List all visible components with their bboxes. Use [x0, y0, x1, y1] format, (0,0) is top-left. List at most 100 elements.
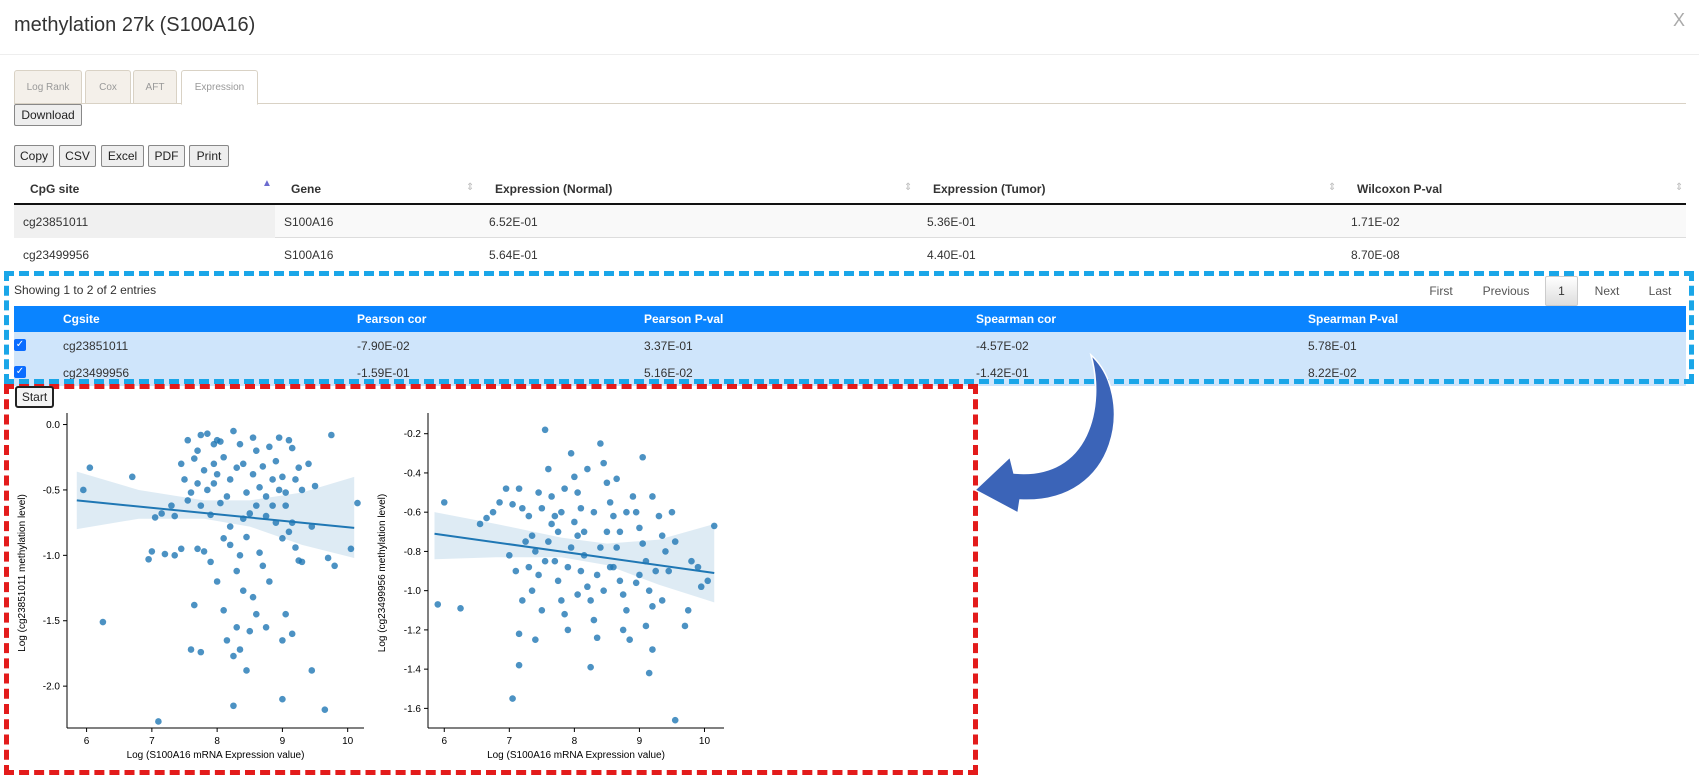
- pdf-button[interactable]: PDF: [148, 145, 185, 167]
- y-tick-label: -0.6: [404, 508, 422, 519]
- sort-asc-icon[interactable]: ▲: [262, 178, 272, 189]
- col-wilcoxon-pval[interactable]: Wilcoxon P-val: [1357, 181, 1443, 196]
- data-point: [515, 485, 523, 492]
- cell-spearman-cor: -4.57E-02: [976, 338, 1029, 353]
- cell-wilcoxon-pval: 1.71E-02: [1351, 214, 1400, 229]
- data-point: [528, 532, 536, 540]
- pagination-previous[interactable]: Previous: [1482, 284, 1530, 298]
- tab-expression[interactable]: Expression: [181, 70, 258, 105]
- col-spearman-cor[interactable]: Spearman cor: [976, 312, 1057, 326]
- data-point: [194, 480, 201, 487]
- data-point: [249, 434, 257, 441]
- excel-button[interactable]: Excel: [101, 145, 144, 167]
- x-axis-label: Log (S100A16 mRNA Expression value): [127, 750, 305, 761]
- tab-cox[interactable]: Cox: [85, 70, 131, 104]
- data-point: [213, 470, 221, 478]
- print-button[interactable]: Print: [189, 145, 229, 167]
- close-button[interactable]: X: [1672, 10, 1685, 30]
- col-expression-tumor[interactable]: Expression (Tumor): [933, 181, 1046, 196]
- data-point: [256, 484, 263, 491]
- copy-button[interactable]: Copy: [14, 145, 54, 167]
- col-expression-normal[interactable]: Expression (Normal): [495, 181, 613, 196]
- data-point: [197, 502, 205, 509]
- data-point: [538, 504, 546, 512]
- download-button[interactable]: Download: [14, 104, 82, 126]
- data-point: [662, 548, 669, 555]
- red-dashed-highlight: [4, 384, 978, 775]
- row-checkbox[interactable]: ✓: [14, 339, 26, 351]
- data-point: [554, 528, 562, 536]
- y-axis-label: Log (cg23499956 methylation level): [377, 494, 388, 652]
- data-point: [282, 502, 289, 509]
- data-point: [80, 486, 87, 494]
- data-point: [223, 493, 231, 500]
- data-point: [200, 467, 208, 474]
- x-tick-label: 9: [280, 736, 286, 747]
- pagination-next[interactable]: Next: [1594, 284, 1620, 298]
- data-point: [606, 499, 614, 506]
- data-point: [671, 538, 679, 545]
- table-info: Showing 1 to 2 of 2 entries: [14, 283, 157, 297]
- data-point: [584, 583, 591, 591]
- row-checkbox[interactable]: ✓: [14, 366, 26, 378]
- data-point: [321, 706, 329, 713]
- data-point: [613, 544, 620, 551]
- col-cgsite[interactable]: Cgsite: [63, 312, 100, 326]
- data-point: [554, 577, 562, 585]
- col-pearson-pval[interactable]: Pearson P-val: [644, 312, 724, 326]
- data-point: [194, 447, 201, 455]
- data-point: [200, 548, 208, 555]
- cell-expression-tumor: 5.36E-01: [927, 214, 976, 229]
- data-point: [275, 486, 283, 494]
- data-point: [587, 597, 594, 604]
- cell-gene: S100A16: [284, 214, 334, 229]
- col-gene[interactable]: Gene: [291, 181, 322, 196]
- data-point: [632, 579, 640, 587]
- data-point: [574, 591, 581, 598]
- data-point: [259, 463, 267, 470]
- col-spearman-pval[interactable]: Spearman P-val: [1308, 312, 1399, 326]
- sort-icon[interactable]: ⇕: [904, 182, 913, 193]
- x-tick-label: 7: [149, 736, 155, 747]
- col-pearson-cor[interactable]: Pearson cor: [357, 312, 427, 326]
- sort-icon[interactable]: ⇕: [1328, 182, 1337, 193]
- data-point: [613, 475, 620, 483]
- data-point: [636, 524, 643, 532]
- start-button[interactable]: Start: [15, 386, 54, 408]
- table-row-selected[interactable]: ✓ cg23851011 -7.90E-02 3.37E-01 -4.57E-0…: [14, 332, 1686, 359]
- data-point: [525, 512, 533, 520]
- data-point: [204, 430, 211, 437]
- data-point: [597, 544, 604, 551]
- sort-icon[interactable]: ⇕: [1675, 182, 1684, 193]
- data-point: [171, 512, 179, 520]
- tab-log-rank[interactable]: Log Rank: [14, 70, 82, 104]
- cell-expression-normal: 5.64E-01: [489, 247, 538, 262]
- data-point: [249, 593, 257, 601]
- data-point: [567, 450, 575, 457]
- data-point: [298, 486, 306, 494]
- sort-icon[interactable]: ⇕: [466, 182, 475, 193]
- pagination-first[interactable]: First: [1429, 284, 1453, 298]
- table-row[interactable]: cg23851011 S100A16 6.52E-01 5.36E-01 1.7…: [14, 205, 1686, 238]
- data-point: [288, 444, 296, 452]
- data-point: [619, 626, 627, 634]
- data-point: [681, 622, 689, 630]
- data-point: [328, 431, 335, 439]
- csv-button[interactable]: CSV: [59, 145, 96, 167]
- data-point: [603, 528, 611, 536]
- pagination-page-1[interactable]: 1: [1545, 276, 1578, 306]
- x-tick-label: 8: [214, 736, 220, 747]
- data-point: [190, 601, 198, 609]
- table-row[interactable]: cg23499956 S100A16 5.64E-01 4.40E-01 8.7…: [14, 238, 1686, 271]
- col-cpg-site[interactable]: CpG site: [30, 181, 80, 196]
- data-point: [269, 502, 276, 509]
- data-point: [252, 502, 260, 509]
- data-point: [99, 618, 107, 626]
- data-point: [535, 571, 542, 579]
- tab-aft[interactable]: AFT: [133, 70, 177, 104]
- data-point: [308, 667, 316, 674]
- scatter-plot-cg23499956: 6 7 8 9 10 -0.2 -0.4 -0.6 -0.8 -1.0 -1.2 -1.4 -1.6 Lo…: [377, 413, 724, 761]
- pagination-last[interactable]: Last: [1648, 284, 1672, 298]
- data-point: [236, 552, 244, 559]
